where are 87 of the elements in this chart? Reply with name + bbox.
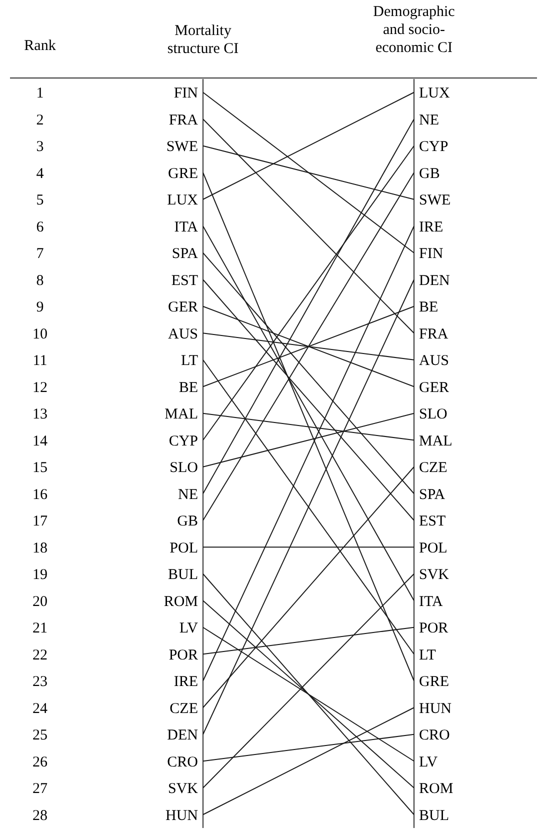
series-label: SPA [172, 246, 198, 262]
text: SVK [419, 567, 450, 584]
text: CYP [419, 139, 448, 156]
text: SPA [419, 486, 446, 503]
y-tick-label: 13 [32, 406, 48, 423]
text: AUS [419, 353, 450, 370]
series-label: LUX [167, 192, 198, 209]
series-label: SWE [166, 139, 198, 156]
text: CRO [419, 728, 450, 744]
text: DEN [419, 272, 450, 289]
series-label: FIN [174, 86, 198, 102]
series-label: LT [181, 353, 198, 370]
text: GB [419, 166, 440, 182]
series-label: IRE [174, 674, 198, 690]
series-label: ROM [164, 594, 198, 610]
text: ROM [419, 781, 454, 798]
y-tick-label: 14 [32, 433, 48, 450]
y-tick-label: 21 [32, 620, 48, 637]
y-tick-label: 3 [36, 139, 44, 156]
text: GRE [419, 674, 449, 690]
y-tick-label: 6 [36, 219, 44, 236]
y-tick-label: 15 [32, 460, 48, 476]
series-label: BUL [168, 567, 198, 584]
series-label: HUN [166, 808, 198, 824]
series-label: FRA [168, 112, 198, 128]
text: LUX [419, 86, 450, 102]
series-label: CZE [170, 700, 198, 717]
y-axis-title: Rank [24, 38, 56, 54]
series-label: AUS [168, 326, 198, 342]
y-tick-label: 16 [32, 486, 48, 503]
y-tick-label: 25 [32, 728, 48, 744]
y-tick-label: 20 [32, 594, 48, 610]
series-label: CRO [167, 754, 198, 770]
text: BE [419, 300, 438, 316]
x-tick-label: Demographic and socio-economic CI [373, 4, 456, 56]
x-tick-label: Mortality structure CI [167, 23, 239, 57]
series-label: CYP [168, 433, 198, 450]
y-tick-label: 4 [36, 166, 44, 182]
y-tick-label: 11 [32, 353, 48, 370]
text: LV [419, 754, 438, 770]
text: BUL [419, 808, 449, 824]
text: LT [419, 647, 436, 664]
series-label: BE [178, 380, 198, 396]
text: HUN [419, 700, 452, 717]
y-tick-label: 26 [32, 754, 48, 770]
series-label: GER [168, 300, 198, 316]
text: SWE [419, 192, 451, 209]
text: ITA [419, 594, 443, 610]
y-tick-label: 5 [36, 192, 44, 209]
series-label: MAL [164, 406, 198, 423]
series-label: DEN [167, 728, 198, 744]
text: FRA [419, 326, 448, 342]
text: MAL [419, 433, 452, 450]
text: POL [419, 540, 448, 556]
text: FIN [419, 246, 444, 262]
text: CZE [419, 460, 448, 476]
y-tick-label: 7 [36, 246, 44, 262]
series-label: GRE [168, 166, 198, 182]
y-tick-label: 12 [32, 380, 48, 396]
y-tick-label: 17 [32, 514, 48, 530]
text: IRE [419, 219, 444, 236]
y-tick-label: 19 [32, 567, 48, 584]
y-tick-label: 1 [36, 86, 44, 102]
series-label: NE [178, 486, 198, 503]
y-tick-label: 24 [32, 700, 48, 717]
y-tick-label: 28 [32, 808, 48, 824]
text: NE [419, 112, 439, 128]
text: GER [419, 380, 449, 396]
y-tick-label: 8 [36, 272, 44, 289]
text: EST [419, 514, 446, 530]
series-label: SVK [168, 781, 198, 798]
text: POR [419, 620, 448, 637]
y-tick-label: 27 [32, 781, 48, 798]
y-tick-label: 23 [32, 674, 48, 690]
series-label: SLO [170, 460, 198, 476]
series-label: GB [177, 514, 198, 530]
y-tick-label: 2 [36, 112, 44, 128]
series-label: POL [170, 540, 198, 556]
series-label: EST [171, 272, 198, 289]
y-tick-label: 10 [32, 326, 48, 342]
series-label: POR [168, 647, 198, 664]
y-tick-label: 18 [32, 540, 48, 556]
y-tick-label: 9 [36, 300, 44, 316]
text: SLO [419, 406, 448, 423]
series-label: ITA [174, 219, 198, 236]
series-label: LV [179, 620, 198, 637]
y-tick-label: 22 [32, 647, 48, 664]
